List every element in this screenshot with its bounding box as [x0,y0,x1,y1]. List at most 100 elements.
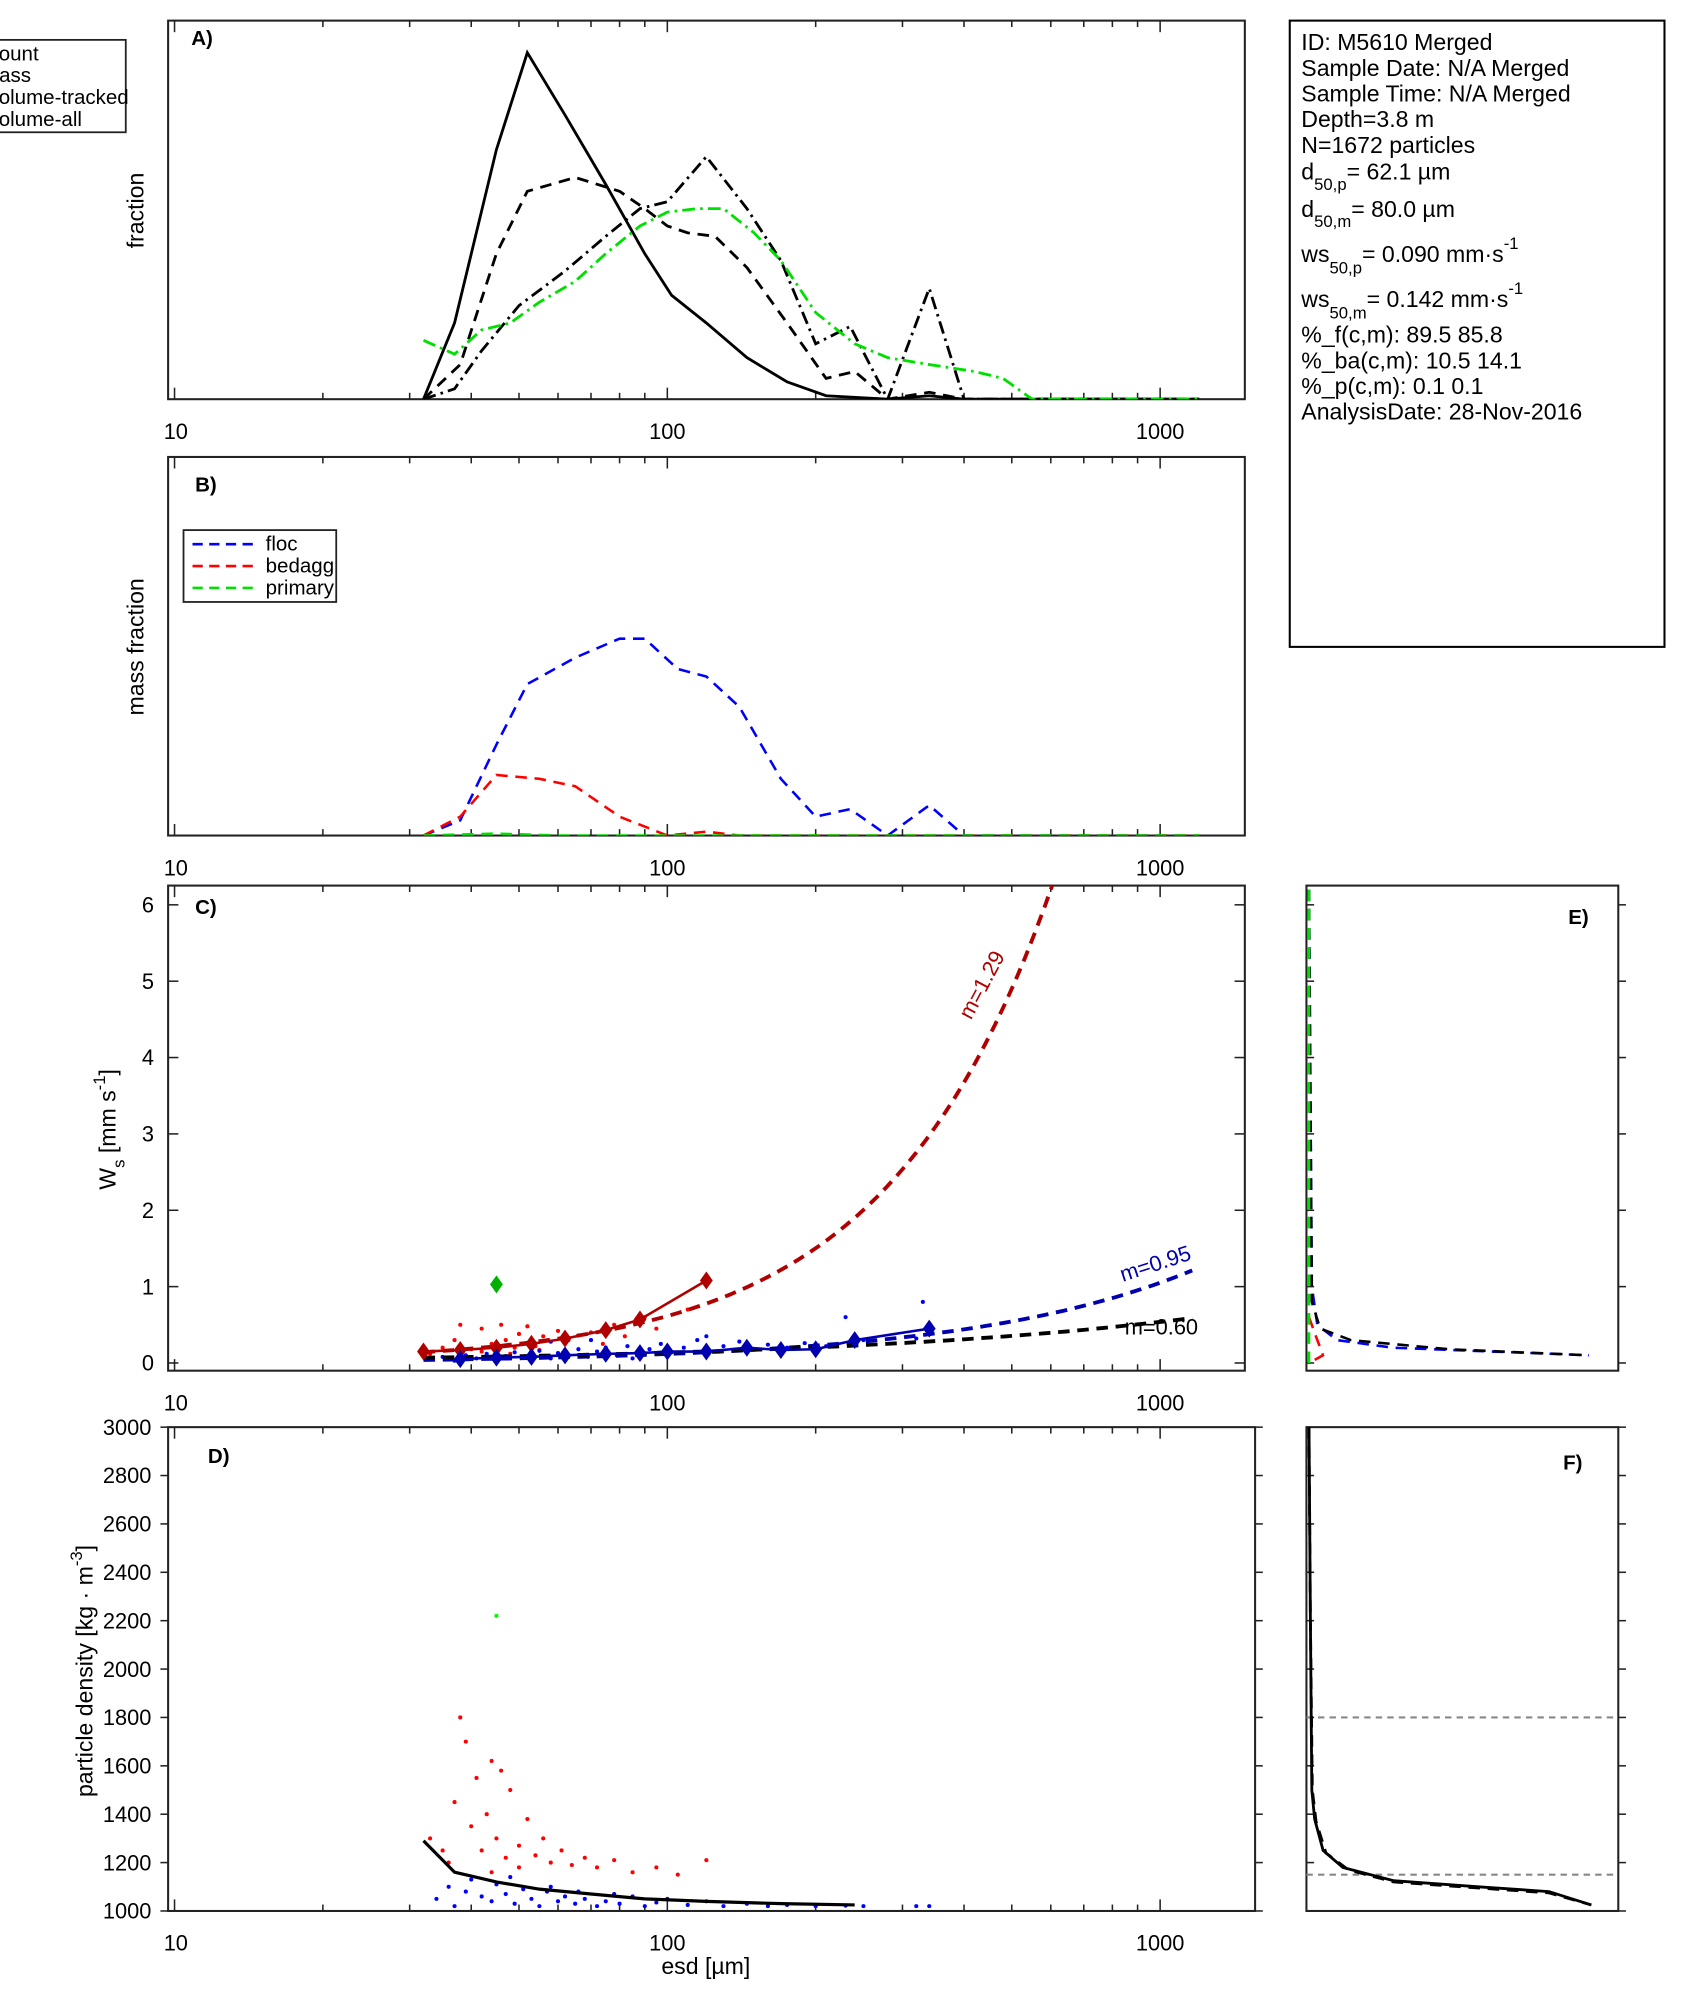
particle-point [861,1904,866,1909]
fit-line [423,1316,1193,1360]
x-tick-c-100: 100 [649,1390,685,1415]
particle-point [582,1855,587,1860]
legend-b-primary: primary [266,576,335,599]
y-tick-d-1600: 1600 [103,1754,152,1779]
particle-point [525,1324,530,1329]
info-pba: %_ba(c,m): 10.5 14.1 [1301,347,1522,373]
y-tick-d-2200: 2200 [103,1608,152,1633]
info-box: ID: M5610 Merged Sample Date: N/A Merged… [1288,19,1666,648]
legend-a-volume-tracked: volume-tracked [0,86,129,109]
particle-point [499,1322,504,1327]
density-fit-line [422,1839,855,1907]
series-bedagg [422,773,1200,836]
particle-point [489,1870,494,1875]
particle-point [562,1894,568,1899]
binned-diamond [525,1347,538,1366]
particle-point [721,1904,726,1909]
x-tick-a-1000: 1000 [1136,419,1185,444]
panel-e-frame [1305,884,1620,1372]
particle-point [452,1338,457,1343]
fit-line [423,885,1055,1355]
particle-point [463,1739,468,1744]
particle-point [446,1884,451,1889]
panel-b-frame [167,455,1246,837]
particle-point [920,1299,925,1304]
series-floc [423,637,1200,836]
binned-diamond [490,1348,503,1367]
particle-point [469,1877,474,1882]
legend-b-bedagg: bedagg [266,554,334,577]
particle-point [494,1613,499,1618]
particle-point [654,1326,659,1331]
legend-b: floc bedagg primary [182,529,338,603]
binned-diamond [558,1346,572,1365]
particle-point [582,1896,587,1901]
info-d50m: d50,m= 80.0 µm [1301,196,1455,231]
info-ws50m: ws50,m= 0.142 mm·s-1 [1300,279,1523,322]
particle-point [617,1901,622,1906]
info-sample-date: Sample Date: N/A Merged [1301,55,1569,81]
particle-point [569,1862,574,1868]
particle-point [721,1344,726,1349]
binned-diamond [699,1342,713,1361]
panel-e-series [1307,1316,1325,1365]
particle-point [503,1338,508,1343]
panel-d-label: D) [208,1445,230,1468]
binned-diamond [633,1344,647,1363]
legend-a-count: count [0,42,39,65]
panel-f-label: F) [1563,1452,1582,1475]
binned-diamond [558,1329,572,1348]
panel-f-frame [1305,1426,1620,1912]
panel-c-frame [167,884,1246,1372]
panel-b-label: B) [195,474,217,497]
particle-point [474,1775,479,1780]
particle-point [489,1899,494,1904]
particle-point [489,1758,494,1764]
y-tick-d-2000: 2000 [103,1657,152,1682]
x-tick-b-1000: 1000 [1136,855,1185,880]
particle-point [548,1884,553,1889]
particle-point [630,1356,635,1361]
y-tick-d-1400: 1400 [103,1802,152,1827]
panel-e-series [1307,889,1589,1357]
info-sample-time: Sample Time: N/A Merged [1301,80,1570,106]
particle-point [843,1315,848,1320]
y-tick-labels-c: 0 1 2 3 4 5 6 [142,893,154,1376]
particle-point [685,1902,690,1907]
particle-point [576,1347,581,1352]
particle-point [704,1858,709,1863]
info-analysis-date: AnalysisDate: 28-Nov-2016 [1301,399,1582,425]
x-tick-d-100: 100 [649,1931,685,1956]
y-tick-d-1200: 1200 [103,1850,152,1875]
particle-point [463,1889,468,1894]
particle-point [508,1787,513,1793]
x-tick-c-10: 10 [164,1390,188,1415]
info-d50p: d50,p= 62.1 µm [1301,159,1450,194]
binned-diamond [660,1342,674,1361]
particle-point [479,1894,484,1899]
particle-point [675,1872,680,1877]
particle-point [802,1341,807,1346]
binned-diamond [599,1321,613,1340]
y-tick-c-1: 1 [142,1274,154,1299]
particle-point [704,1334,709,1339]
particle-point [452,1800,457,1805]
x-tick-b-10: 10 [164,855,188,880]
particle-point [600,1341,605,1346]
particle-point [508,1875,513,1880]
panel-a-frame [167,19,1246,401]
particle-point [428,1836,433,1841]
particle-point [559,1848,564,1853]
particle-point [765,1342,770,1347]
particle-point [737,1339,742,1344]
particle-point [548,1860,553,1865]
particle-point [525,1816,530,1822]
y-tick-d-3000: 3000 [103,1415,152,1440]
info-depth: Depth=3.8 m [1301,106,1434,132]
particle-point [594,1865,600,1870]
particle-point [681,1345,686,1350]
binned-diamond [774,1341,788,1359]
x-tick-d-10: 10 [164,1931,188,1956]
particle-point [479,1848,484,1853]
legend-a: count mass volume-tracked volume-all [0,38,129,134]
